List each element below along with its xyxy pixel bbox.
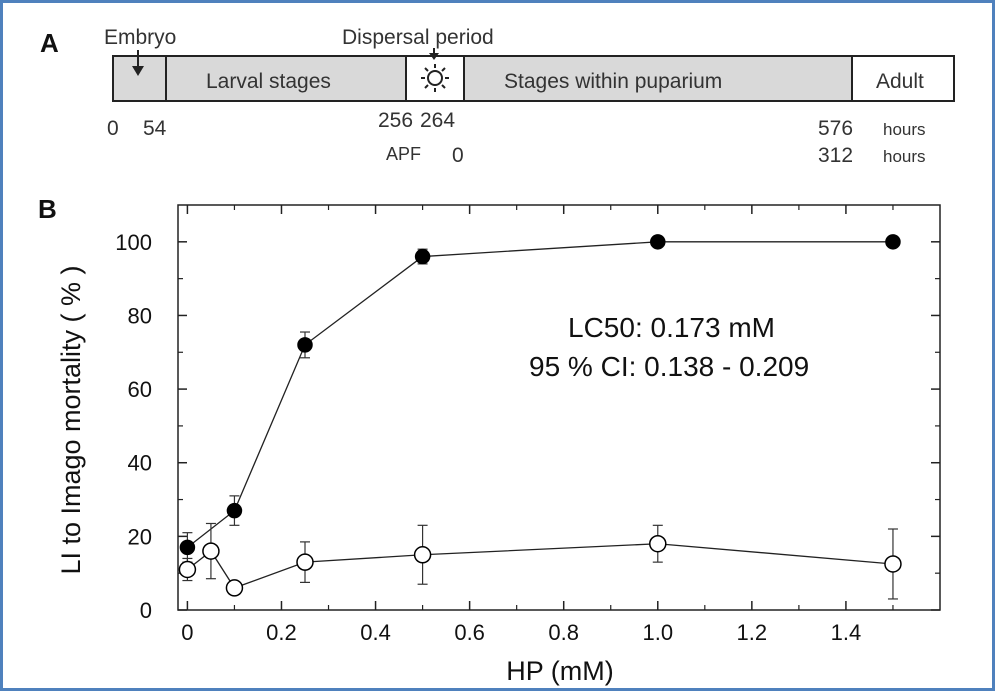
time-576: 576 xyxy=(818,117,853,140)
hours-label-2: hours xyxy=(883,147,926,166)
stage-adult-label: Adult xyxy=(876,70,924,93)
y-tick-label: 40 xyxy=(128,451,152,476)
open-data-point xyxy=(225,579,244,597)
y-axis-title: LI to Imago mortality ( % ) xyxy=(56,265,86,574)
x-tick-label: 1.4 xyxy=(831,620,862,645)
apf-label: APF xyxy=(386,144,421,164)
x-tick-label: 0 xyxy=(181,620,193,645)
x-tick-label: 0.4 xyxy=(360,620,391,645)
time-312: 312 xyxy=(818,144,853,167)
lc50-annotation: LC50: 0.173 mM xyxy=(568,312,775,343)
embryo-callout: Embryo xyxy=(104,26,176,49)
panel-b: B 0 0.2 0.4 0.6 0.8 1.0 1.2 1.4 0 20 40 60 80 100 HP… xyxy=(38,194,941,686)
stage-larval-label: Larval stages xyxy=(206,70,331,93)
filled-data-point xyxy=(414,248,431,265)
y-tick-label: 60 xyxy=(128,377,152,402)
open-data-point xyxy=(413,546,432,564)
stage-embryo xyxy=(112,55,167,102)
open-data-point xyxy=(296,553,314,571)
y-axis-ticks: 0 20 40 60 80 100 xyxy=(115,230,940,623)
open-data-point xyxy=(884,555,902,573)
panel-a: A Embryo Dispersal period Larval stages … xyxy=(40,26,955,167)
stage-within-puparium xyxy=(463,55,853,102)
time-0: 0 xyxy=(107,117,119,140)
series-line-1 xyxy=(187,241,893,548)
filled-data-point xyxy=(650,234,666,250)
y-tick-label: 80 xyxy=(128,303,152,328)
filled-data-point xyxy=(226,502,243,519)
stage-larval xyxy=(165,55,407,102)
x-tick-label: 1.0 xyxy=(642,620,673,645)
filled-data-point xyxy=(885,234,901,250)
stage-within-puparium-label: Stages within puparium xyxy=(504,70,722,93)
embryo-arrow-icon xyxy=(132,50,144,76)
x-axis-title: HP (mM) xyxy=(506,656,614,686)
ci-annotation: 95 % CI: 0.138 - 0.209 xyxy=(529,351,809,382)
y-tick-label: 20 xyxy=(128,524,152,549)
y-tick-label: 0 xyxy=(140,598,152,623)
series-layer xyxy=(178,234,902,600)
x-tick-label: 0.6 xyxy=(454,620,485,645)
dispersal-arrow-icon xyxy=(429,48,439,60)
x-axis-ticks: 0 0.2 0.4 0.6 0.8 1.0 1.2 1.4 xyxy=(181,205,894,645)
dispersal-callout: Dispersal period xyxy=(342,26,494,49)
time-256: 256 xyxy=(378,109,413,132)
series-line-2 xyxy=(187,543,894,589)
time-264: 264 xyxy=(420,109,455,132)
y-tick-label: 100 xyxy=(115,230,152,255)
filled-data-point xyxy=(297,337,313,353)
panel-b-letter: B xyxy=(38,194,57,224)
time-54: 54 xyxy=(143,117,167,140)
stage-adult xyxy=(851,55,955,102)
x-tick-label: 1.2 xyxy=(737,620,768,645)
open-data-point xyxy=(178,560,197,579)
plot-frame xyxy=(177,204,941,611)
sun-icon xyxy=(421,64,449,92)
hours-label-1: hours xyxy=(883,120,926,139)
filled-data-point xyxy=(179,539,196,556)
x-tick-label: 0.8 xyxy=(548,620,579,645)
panel-a-letter: A xyxy=(40,28,59,58)
apf-zero: 0 xyxy=(452,144,464,167)
open-data-point xyxy=(649,534,667,553)
x-tick-label: 0.2 xyxy=(266,620,297,645)
timeline-bar: Larval stages Stages within puparium Adu… xyxy=(112,55,955,102)
open-data-point xyxy=(202,542,220,560)
